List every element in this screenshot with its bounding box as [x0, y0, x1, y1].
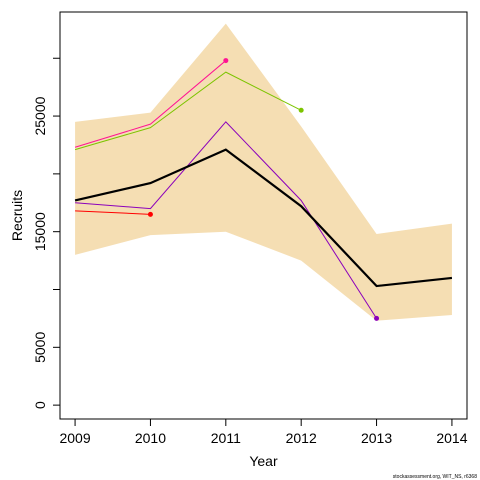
confidence-band	[75, 23, 452, 321]
retro-series-endpoint-1	[147, 211, 153, 217]
retro-series-line-2	[74, 60, 227, 148]
x-tick-label: 2014	[436, 430, 467, 446]
y-tick-label: 5000	[32, 332, 48, 363]
y-tick-label: 15000	[32, 212, 48, 251]
x-tick-label: 2011	[211, 430, 241, 446]
x-tick-label: 2010	[135, 430, 166, 446]
confidence-band-layer	[75, 23, 452, 321]
x-axis: 2009 2010 2011 2012 2013 2014	[59, 418, 468, 446]
x-tick-label: 2013	[361, 430, 392, 446]
retro-series-line-1	[75, 210, 151, 215]
y-axis-title: Recruits	[9, 190, 25, 241]
y-tick-label: 0	[32, 401, 48, 409]
y-tick-label: 25000	[32, 96, 48, 135]
credit-text: stockassessment.org, WIT_NS, r6368	[393, 474, 477, 480]
estimate-line	[74, 148, 453, 288]
retro-series-line-3	[74, 71, 302, 151]
y-axis: 0 5000 15000 25000	[32, 57, 61, 409]
retro-series-layer	[74, 58, 380, 321]
x-tick-label: 2009	[59, 430, 90, 446]
retro-series-endpoint-4	[374, 315, 380, 321]
retro-series-line-4	[75, 121, 377, 319]
x-axis-title: Year	[249, 453, 278, 469]
x-tick-label: 2012	[286, 430, 317, 446]
retro-series-endpoint-2	[223, 58, 229, 64]
estimate-line-layer	[74, 148, 453, 288]
retro-series-endpoint-3	[298, 107, 304, 113]
